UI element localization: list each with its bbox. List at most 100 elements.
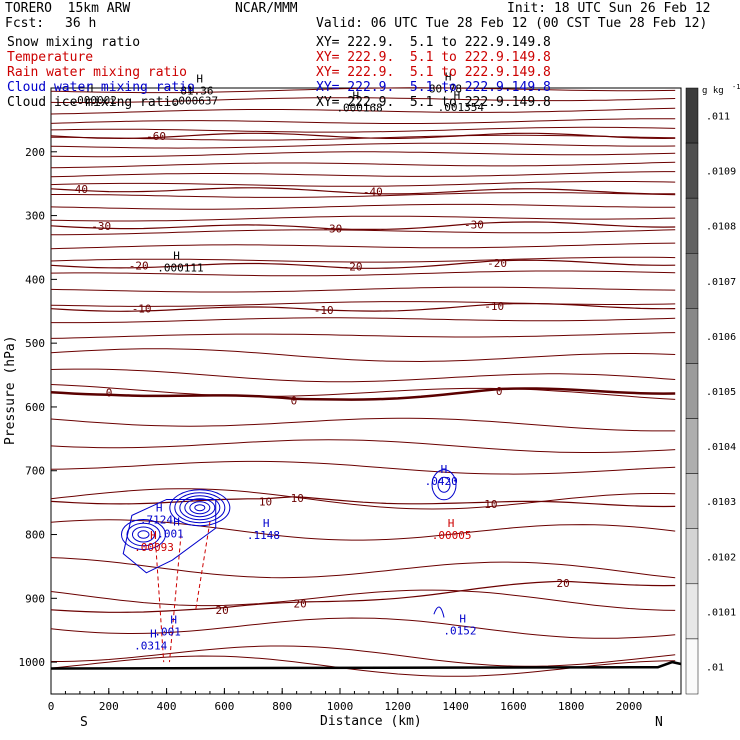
extremum-marker: H [445,70,452,83]
colorbar-cell [685,87,699,144]
extremum-value: 81.36 [180,84,213,97]
extremum-marker: H [173,516,180,529]
isotherm-line [50,161,676,169]
isotherm-line [50,368,676,383]
isotherm-label: -40 [363,185,383,198]
colorbar-cell [685,528,699,585]
legend-field-name: Snow mixing ratio [7,35,141,50]
colorbar-label: .01 [706,662,724,673]
x-tick-label: 2000 [616,700,643,713]
isotherm-label: -30 [91,220,111,233]
y-axis-label: Pressure (hPa) [3,335,18,445]
isotherm-label: -20 [487,257,507,270]
colorbar-label: .0105 [706,387,736,398]
isotherm-line [50,286,676,293]
legend-field-name: Rain water mixing ratio [7,65,188,80]
extremum-value: .0420 [425,475,458,488]
isotherm-line [50,215,676,222]
y-tick-label: 400 [25,273,45,286]
isotherm-line [50,384,676,400]
isotherm-labelled [50,221,676,230]
y-tick-label: 300 [25,210,45,223]
colorbar-label: .0104 [706,442,736,453]
isotherm-labelled [50,259,676,269]
extremum-marker: H [87,82,94,95]
isotherm-label: 20 [557,577,570,590]
isotherm-line [50,242,676,250]
x-tick-label: 1000 [327,700,354,713]
isotherm-labelled [50,580,676,613]
colorbar-cell [685,197,699,254]
isotherm-line [50,332,676,339]
cloud-water-contour [120,519,166,551]
isotherm-label: -40 [68,183,88,196]
extremum-marker: H [352,90,359,103]
colorbar-label: .011 [706,112,730,123]
isotherm-line [50,348,676,363]
extremum-value: .000168 [336,102,382,115]
isotherm-label: -10 [484,300,504,313]
isotherm-label: 0 [106,386,113,399]
model-title: TORERO 15km ARW [5,1,131,16]
legend-field-xy: XY= 222.9. 5.1 to 222.9.149.8 [316,95,551,110]
isotherm-line [50,203,676,210]
isotherm-line [50,617,676,639]
extremum-marker: H [263,517,270,530]
south-label: S [80,715,88,730]
isotherm-line [50,118,676,124]
isotherm-line [50,180,676,187]
isotherm-line [50,87,676,94]
colorbar-cell [685,363,699,419]
colorbar-label: .0101 [706,607,736,618]
cloud-water-contour [437,476,451,493]
colorbar-label: .0106 [706,332,736,343]
extremum-value: .00093 [134,541,174,554]
y-tick-label: 200 [25,146,45,159]
isotherm-line [50,439,676,453]
isotherm-line [50,142,676,149]
extremum-value: .001 [154,625,181,638]
x-tick-label: 0 [48,700,55,713]
legend-field-name: Cloud water mixing ratio [7,80,195,95]
isotherm-label: -60 [146,130,166,143]
y-tick-label: 600 [25,401,45,414]
extremum-value: .000111 [157,262,203,275]
isotherm-line [50,417,676,432]
extremum-value: .000637 [172,95,218,108]
x-tick-label: 600 [214,700,234,713]
isotherm-line [51,645,676,667]
cloud-water-contour [126,522,161,547]
forecast-hour: 36 h [65,16,97,31]
isotherm-line [51,192,676,198]
cloud-water-contour [131,526,155,543]
isotherm-label: -10 [314,304,334,317]
isotherm-label: -30 [322,222,342,235]
colorbar: .011 .0109 .0108 .0107 .0106 .0105 .0104 .0103.… [685,83,740,695]
colorbar-unit-exponent: -1 [732,83,740,91]
isotherm-label: 20 [294,597,307,610]
isotherm-label: -20 [129,259,149,272]
colorbar-unit: g kg [702,86,724,96]
isotherm-labelled [50,387,676,401]
x-axis-label: Distance (km) [320,714,422,729]
isotherm-label: -20 [343,261,363,274]
colorbar-cell [685,638,699,695]
extremum-value: .0152 [443,625,476,638]
center-title: NCAR/MMM [235,1,298,16]
x-tick-label: 400 [157,700,177,713]
legend-field-xy: XY= 222.9. 5.1 to 222.9.149.8 [316,65,551,80]
extremum-marker: H [173,250,180,263]
isotherm-label: 10 [259,495,272,508]
x-tick-label: 200 [99,700,119,713]
colorbar-cell [685,142,699,199]
colorbar-label: .0102 [706,552,736,563]
rain-water-contour [154,521,211,663]
moisture-contours [120,469,457,663]
isotherm-labelled [50,132,676,140]
extremum-value: .1148 [247,529,280,542]
isotherm-label: 0 [291,395,298,408]
extremum-value: .001354 [438,101,485,114]
cloud-water-contour [179,495,221,521]
x-tick-label: 1200 [385,700,412,713]
